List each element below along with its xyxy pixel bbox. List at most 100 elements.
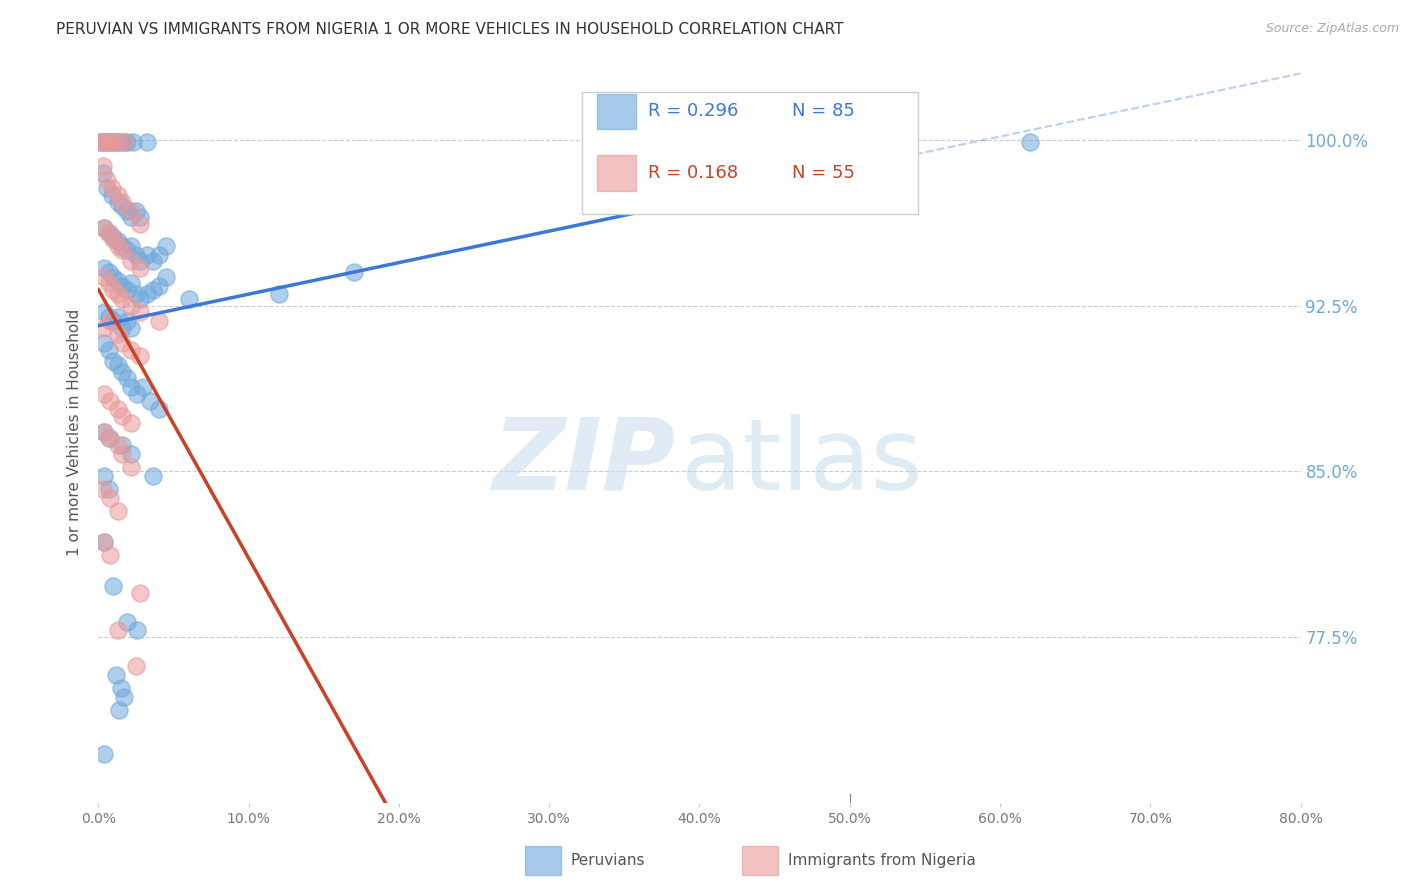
Point xyxy=(100,491,122,505)
Point xyxy=(129,292,152,306)
Point xyxy=(107,310,129,324)
Point xyxy=(1019,135,1042,149)
Point xyxy=(125,287,148,301)
Point xyxy=(107,194,129,209)
Point xyxy=(107,358,129,372)
Point xyxy=(115,244,138,258)
Point xyxy=(103,314,125,328)
Point xyxy=(121,459,143,474)
Point xyxy=(129,210,152,224)
Point xyxy=(132,380,155,394)
Bar xyxy=(598,94,636,129)
Point xyxy=(97,226,120,240)
Point xyxy=(105,667,128,681)
Point xyxy=(129,217,152,231)
Point xyxy=(97,277,120,291)
Point xyxy=(96,172,118,186)
Point xyxy=(111,409,134,423)
Bar xyxy=(598,155,636,191)
Point xyxy=(121,416,143,430)
Point xyxy=(94,135,117,149)
Point xyxy=(115,615,138,629)
Point xyxy=(100,549,122,563)
Point xyxy=(129,350,152,364)
Point xyxy=(115,314,138,328)
Point xyxy=(148,402,170,417)
Point xyxy=(103,579,125,593)
Point xyxy=(97,135,120,149)
Point xyxy=(111,199,134,213)
Point xyxy=(93,535,115,549)
Point xyxy=(115,283,138,297)
Point xyxy=(148,248,170,262)
Point xyxy=(115,371,138,385)
Point xyxy=(115,135,138,149)
Point xyxy=(112,135,135,149)
Point xyxy=(101,135,124,149)
Point xyxy=(155,269,177,284)
Point xyxy=(155,239,177,253)
Text: Immigrants from Nigeria: Immigrants from Nigeria xyxy=(789,853,976,868)
Point xyxy=(107,504,129,518)
Point xyxy=(111,292,134,306)
Point xyxy=(121,210,143,224)
Point xyxy=(122,135,145,149)
Point xyxy=(91,135,114,149)
Point xyxy=(110,135,132,149)
Point xyxy=(111,447,134,461)
Point xyxy=(91,159,114,173)
Point xyxy=(148,314,170,328)
Point xyxy=(125,658,148,673)
Bar xyxy=(741,847,778,875)
Point xyxy=(121,203,143,218)
Point xyxy=(97,431,120,445)
Point xyxy=(107,188,129,202)
Point xyxy=(658,181,681,195)
Point xyxy=(112,690,135,704)
Point xyxy=(103,353,125,368)
Point xyxy=(129,305,152,319)
Point xyxy=(135,135,157,149)
Point xyxy=(121,343,143,357)
Point xyxy=(93,221,115,235)
Point xyxy=(141,254,163,268)
Point xyxy=(101,135,124,149)
Point xyxy=(93,305,115,319)
Point xyxy=(121,277,143,291)
Point xyxy=(108,703,131,717)
Point xyxy=(97,310,120,324)
Point xyxy=(135,248,157,262)
Point xyxy=(343,265,366,279)
Point xyxy=(107,402,129,417)
Point xyxy=(103,230,125,244)
Point xyxy=(93,221,115,235)
Point xyxy=(103,269,125,284)
Point xyxy=(93,320,115,334)
Point xyxy=(91,482,114,496)
Point xyxy=(135,287,157,301)
Point xyxy=(121,380,143,394)
Text: PERUVIAN VS IMMIGRANTS FROM NIGERIA 1 OR MORE VEHICLES IN HOUSEHOLD CORRELATION : PERUVIAN VS IMMIGRANTS FROM NIGERIA 1 OR… xyxy=(56,22,844,37)
Point xyxy=(91,135,114,149)
Point xyxy=(97,135,120,149)
Point xyxy=(107,274,129,288)
Point xyxy=(110,681,132,695)
Point xyxy=(127,624,149,638)
Point xyxy=(111,278,134,293)
Point xyxy=(111,194,134,209)
Point xyxy=(121,320,143,334)
Point xyxy=(107,235,129,249)
Point xyxy=(100,314,122,328)
Point xyxy=(107,287,129,301)
Point xyxy=(129,254,152,268)
Point xyxy=(141,283,163,297)
Point xyxy=(114,135,136,149)
Point xyxy=(148,278,170,293)
Point xyxy=(97,226,120,240)
Point xyxy=(97,265,120,279)
Point xyxy=(103,232,125,246)
Point xyxy=(177,292,200,306)
Point xyxy=(101,188,124,202)
Point xyxy=(111,336,134,351)
Point xyxy=(121,299,143,313)
